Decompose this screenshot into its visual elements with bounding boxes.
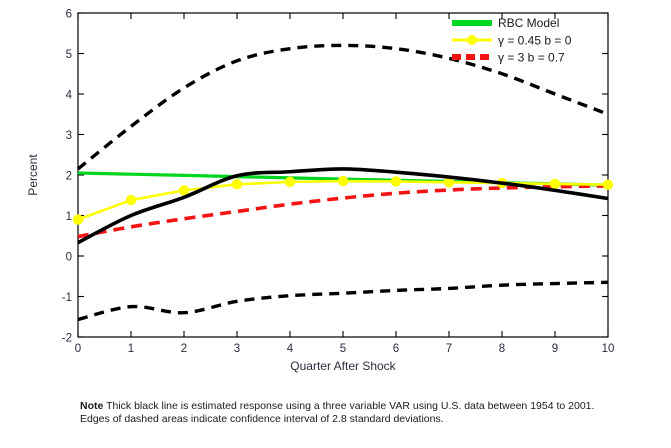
chart-svg: 6 5 4 3 2 1 0 -1 -2 0 1 2 3 4 5 6 7 8 9 … [26, 9, 615, 374]
x-axis-ticks [77, 13, 609, 337]
x-tick-0: 0 [75, 343, 81, 355]
legend-label-1: γ = 0.45 b = 0 [498, 34, 572, 48]
x-axis-title: Quarter After Shock [290, 359, 396, 373]
series-upper-confidence-band [76, 43, 609, 171]
y-tick-neg1: -1 [62, 292, 72, 304]
y-tick-1: 1 [66, 211, 72, 223]
note-label: Note [80, 400, 104, 412]
x-tick-2: 2 [181, 343, 187, 355]
legend-item-gamma045-b0[interactable]: γ = 0.45 b = 0 [452, 34, 572, 48]
y-tick-labels: 6 5 4 3 2 1 0 -1 -2 [62, 9, 73, 345]
note-line-1: Note Thick black line is estimated respo… [80, 400, 640, 413]
x-tick-10: 10 [602, 343, 615, 355]
x-tick-8: 8 [499, 343, 505, 355]
series-gamma3-b07 [77, 184, 609, 239]
legend-label-2: γ = 3 b = 0.7 [498, 51, 565, 65]
note-line-2: Edges of dashed areas indicate confidenc… [80, 413, 444, 425]
y-tick-5: 5 [66, 49, 72, 61]
x-tick-labels: 0 1 2 3 4 5 6 7 8 9 10 [75, 343, 615, 355]
data-point-marker [284, 176, 296, 188]
note-text-1: Thick black line is estimated response u… [106, 400, 595, 412]
y-tick-2: 2 [66, 171, 72, 183]
legend-item-gamma3-b07[interactable]: γ = 3 b = 0.7 [452, 51, 565, 65]
series-lower-confidence-band [77, 280, 609, 322]
x-tick-9: 9 [552, 343, 558, 355]
data-point-marker [549, 178, 561, 190]
data-point-marker [602, 179, 614, 190]
legend: RBC Model γ = 0.45 b = 0 γ = 3 b = 0.7 [452, 16, 572, 65]
y-tick-3: 3 [66, 130, 72, 142]
x-tick-4: 4 [287, 343, 294, 355]
data-point-marker [178, 185, 190, 196]
y-tick-6: 6 [66, 9, 72, 21]
y-axis-title: Percent [26, 154, 40, 196]
x-tick-7: 7 [446, 343, 452, 355]
x-tick-1: 1 [128, 343, 134, 355]
y-tick-neg2: -2 [62, 333, 72, 345]
data-point-marker [72, 214, 84, 225]
legend-swatch-yellow-marker [467, 35, 477, 45]
y-tick-4: 4 [66, 90, 73, 102]
impulse-response-chart: 6 5 4 3 2 1 0 -1 -2 0 1 2 3 4 5 6 7 8 9 … [26, 9, 615, 374]
legend-label-0: RBC Model [498, 16, 559, 30]
data-point-marker [443, 177, 455, 188]
data-point-marker [337, 175, 349, 187]
figure-note: Note Thick black line is estimated respo… [80, 400, 640, 426]
series-var-response [77, 167, 609, 245]
y-tick-0: 0 [66, 252, 72, 264]
x-tick-3: 3 [234, 343, 240, 355]
y-axis-ticks [78, 12, 608, 338]
x-tick-5: 5 [340, 343, 346, 355]
legend-item-rbc-model[interactable]: RBC Model [452, 16, 559, 30]
data-point-marker [231, 179, 243, 190]
data-point-marker [390, 176, 402, 187]
data-point-marker [125, 194, 137, 206]
series-gamma045-b0-markers [72, 175, 614, 225]
x-tick-6: 6 [393, 343, 399, 355]
series-group [72, 43, 614, 322]
